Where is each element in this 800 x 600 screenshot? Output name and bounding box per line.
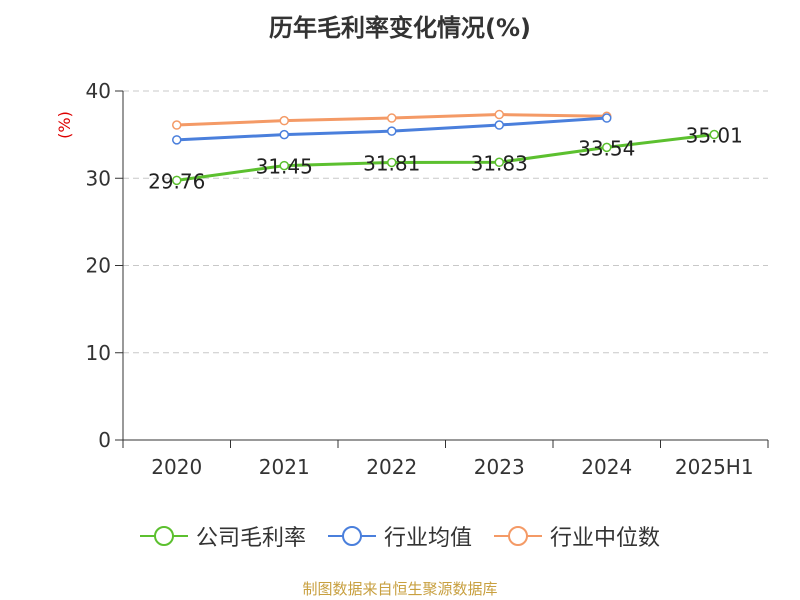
y-tick-label: 30	[86, 166, 111, 190]
legend-line-circle-icon	[139, 526, 188, 546]
x-tick-label: 2020	[151, 455, 202, 479]
source-note: 制图数据来自恒生聚源数据库	[302, 580, 498, 598]
x-tick-label: 2022	[366, 455, 417, 479]
grid-layer	[123, 90, 768, 354]
data-label: 29.76	[148, 169, 205, 193]
data-point	[602, 142, 612, 153]
data-point	[602, 113, 612, 123]
legend-item[interactable]: 行业均值	[327, 520, 472, 552]
y-tick-label: 0	[98, 428, 111, 452]
data-label: 35.01	[686, 124, 743, 148]
legend-marker	[341, 526, 362, 546]
data-label: 31.83	[471, 151, 528, 175]
legend-marker	[153, 526, 174, 546]
legend-marker	[508, 526, 528, 546]
series-layer	[172, 109, 719, 186]
data-point	[709, 129, 719, 140]
data-point	[279, 115, 289, 126]
data-point	[387, 113, 397, 123]
data-label: 33.54	[578, 136, 635, 160]
x-tick-label: 2023	[474, 455, 525, 479]
series-line	[176, 133, 715, 182]
legend-label: 行业均值	[383, 526, 472, 551]
data-point	[494, 120, 504, 130]
x-tick-label: 2021	[259, 455, 310, 479]
axis-layer: 0 10 20 30 40 2020 2021 2022 2023 2024 2025H1 (%)	[55, 79, 769, 479]
chart-title: 历年毛利率变化情况(%)	[269, 14, 531, 42]
data-point	[172, 175, 182, 186]
legend-line-circle-icon	[494, 526, 542, 546]
y-tick-label: 20	[86, 254, 111, 278]
data-point	[494, 109, 504, 120]
y-tick-label: 10	[86, 341, 111, 365]
legend: 公司毛利率 行业均值 行业中位数	[0, 520, 800, 552]
data-point	[387, 126, 397, 136]
data-label-layer: 29.76 31.45 31.81 31.83 33.54 35.01	[148, 124, 743, 194]
data-point	[279, 160, 289, 171]
data-point	[172, 135, 182, 145]
data-label: 31.81	[363, 151, 420, 175]
y-axis-label: (%)	[55, 111, 74, 139]
legend-label: 公司毛利率	[195, 526, 306, 551]
y-tick-label: 40	[86, 79, 111, 103]
data-point	[494, 157, 504, 168]
legend-label: 行业中位数	[550, 526, 661, 551]
data-point	[172, 120, 182, 130]
legend-item[interactable]: 行业中位数	[494, 520, 660, 552]
legend-item[interactable]: 公司毛利率	[139, 520, 306, 552]
x-tick-label: 2024	[581, 455, 632, 479]
data-point	[279, 129, 289, 140]
data-label: 31.45	[256, 155, 313, 179]
data-point	[387, 157, 397, 168]
x-tick-label: 2025H1	[675, 455, 754, 479]
legend-line-circle-icon	[327, 526, 376, 546]
